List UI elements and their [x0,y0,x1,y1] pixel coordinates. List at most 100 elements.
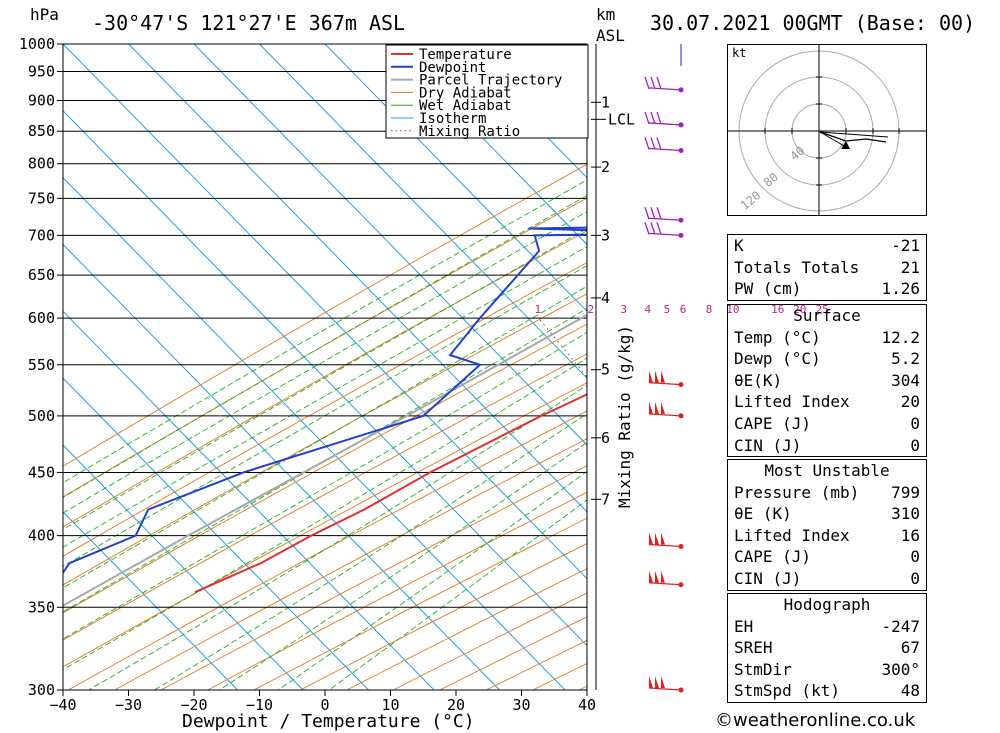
dry-adiabat-line [63,293,587,586]
temperature-tick-label: −10 [246,696,273,714]
most-unstable-row: θE (K) 310 [734,504,920,524]
site-credit[interactable]: ©weatheronline.co.uk [715,710,916,731]
sounding-profiles [63,226,587,607]
pressure-tick-label: 600 [28,309,55,327]
pressure-tick-label: 550 [28,356,55,374]
wind-barb-feather [644,76,650,90]
indices-top-table: K -21 Totals Totals 21 PW (cm) 1.26 [727,234,927,301]
mixing-ratio-label: 20 [793,303,806,316]
lcl-label: LCL [608,110,635,128]
legend-box [385,44,589,139]
header-datetime: 30.07.2021 00GMT (Base: 00) [650,11,975,35]
temperature-tick-label: 30 [512,696,530,714]
temperature-tick-label: 20 [447,696,465,714]
height-tick-label: 3 [601,226,610,244]
wind-barb-flag [655,370,659,383]
wind-barb-feather [656,207,662,220]
index-row-k: K -21 [734,236,920,255]
wind-barb-feather [650,76,656,90]
dry-adiabat-line [160,465,587,690]
legend-label: Parcel Trajectory [419,73,562,89]
wind-barb-shaft [648,381,682,386]
hodograph-row: StmSpd (kt) 48 [734,681,920,701]
pressure-tick-label: 900 [28,92,55,110]
isotherm-line [63,444,304,690]
wind-barb-flag [649,676,653,688]
mixing-ratio-label: 10 [726,303,739,316]
mixing-ratio-label: 5 [664,303,671,316]
wind-barb-flag [649,401,653,414]
pressure-tick-label: 500 [28,407,55,425]
wind-barb [644,207,684,223]
wind-barb-flag [655,570,659,583]
height-tick-label: 2 [601,158,610,176]
wind-barb-shaft [648,147,682,152]
pressure-tick-label: 1000 [19,35,55,53]
wind-barb-feather [650,222,656,235]
wind-barb-shaft [648,582,682,586]
wet-adiabat-line [277,470,587,690]
pressure-tick-label: 750 [28,189,55,207]
isotherm-line [63,511,238,690]
wind-barb-shaft [648,687,682,691]
x-axis-label: Dewpoint / Temperature (°C) [182,711,475,732]
mixing-ratio-label: 16 [771,303,784,316]
pressure-tick-label: 400 [28,527,55,545]
wind-barbs [644,44,684,693]
isotherm-line [128,44,587,513]
mixing-ratio-label: 1 [534,303,541,316]
storm-motion-marker [841,141,850,149]
hodograph-trace-2 [819,131,889,138]
hodograph-row: SREH 67 [734,638,920,658]
hodograph-trace-3 [819,131,847,148]
wind-barb-shaft [648,87,682,91]
surface-row: Dewp (°C) 5.2 [734,349,920,369]
isobar-lines [63,44,587,690]
surface-row: Temp (°C) 12.2 [734,327,920,347]
most-unstable-row: Pressure (mb) 799 [734,482,920,502]
hodograph-row: StmDir 300° [734,659,920,679]
dry-adiabat-line [63,353,587,641]
plot-frame [62,43,588,691]
index-row-pw: PW (cm) 1.26 [734,279,920,299]
most-unstable-table: Most Unstable Pressure (mb) 799 θE (K) 310… [727,459,927,591]
temperature-axis: −40 −30 −20 −10 0 10 20 30 40 [49,690,596,714]
wind-barb-feather [650,207,656,220]
temperature-line [194,393,587,594]
hodograph-ticks [764,76,900,186]
temperature-tick-label: 10 [381,696,399,714]
isotherm-line [390,44,587,246]
surface-row: θE(K) 304 [734,370,920,390]
hodograph: kt 40 80 120 [727,44,927,216]
wind-barb-feather [644,207,650,220]
temperature-tick-label: −40 [49,696,76,714]
pressure-unit-label: hPa [30,5,59,24]
mixing-ratio-label: 6 [680,303,687,316]
wet-adiabat-line [63,246,587,548]
height-tick-label: 4 [601,289,610,307]
legend-label: Wet Adiabat [419,98,512,114]
legend-label: Temperature [419,47,512,63]
wind-barb-flag [649,532,653,545]
hodograph-row: EH -247 [734,616,920,636]
wind-barb-flag [661,370,665,383]
legend-label: Dry Adiabat [419,85,512,101]
wind-barb-flag [661,401,665,414]
header-location: -30°47'S 121°27'E 367m ASL [92,11,405,35]
hodograph-unit-label: kt [732,46,746,60]
wind-barb-shaft [648,232,682,237]
height-tick-label: 6 [601,429,610,447]
wind-barb-flag [661,532,665,545]
wind-barb-shaft [648,413,682,417]
wet-adiabat-line [63,285,587,589]
dry-adiabat-line [68,410,587,690]
wind-barb-shaft [648,543,682,548]
pressure-tick-label: 950 [28,63,55,81]
hodograph-table: Hodograph EH -247 SREH 67 StmDir 300° StmSp… [727,593,927,703]
wind-barb-feather [644,137,650,150]
temperature-tick-label: −20 [180,696,207,714]
wind-barb-feather [656,222,662,235]
isotherm-line [63,243,500,690]
